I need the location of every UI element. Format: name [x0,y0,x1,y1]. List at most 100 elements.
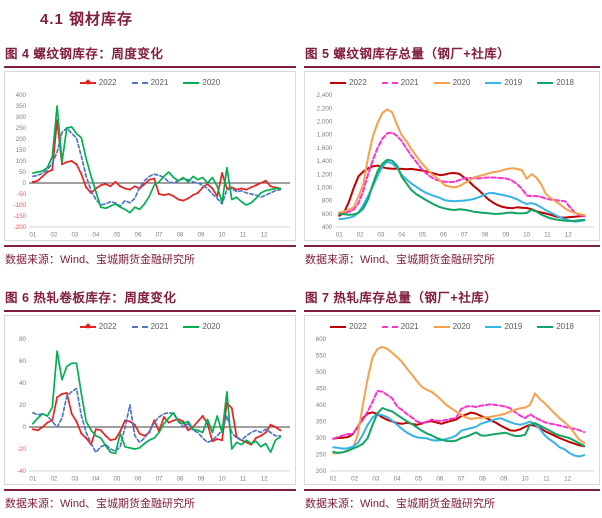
legend-2021-line-swatch [131,81,148,84]
legend-2022-line-swatch [79,78,96,85]
figure-4-source-rule [4,245,296,247]
legend-item-2020: 2020 [183,321,221,331]
legend-item-2018: 2018 [537,321,574,331]
svg-text:03: 03 [377,232,385,239]
legend-item-2019: 2019 [485,321,523,331]
legend-2022-line-swatch [79,322,96,329]
svg-text:09: 09 [502,232,510,239]
svg-text:08: 08 [482,232,490,239]
legend-2020-line-swatch [433,325,450,328]
svg-text:04: 04 [394,476,402,483]
svg-text:600: 600 [316,336,327,343]
svg-text:80: 80 [19,336,26,343]
svg-text:100: 100 [16,158,27,165]
svg-text:03: 03 [71,232,78,239]
svg-text:07: 07 [156,232,163,239]
legend-2022-label: 2022 [98,77,117,87]
svg-text:01: 01 [29,232,36,239]
svg-text:03: 03 [71,476,78,483]
section-title: 4.1 钢材库存 [40,11,134,28]
figure-5-title-rule [304,66,600,68]
legend-2021-label: 2021 [400,321,419,331]
figure-5-source: 数据来源：Wind、宝城期货金融研究所 [305,254,496,266]
legend-2018-line-swatch [537,325,554,328]
svg-text:07: 07 [458,476,466,483]
svg-text:40: 40 [19,380,26,387]
svg-text:1,600: 1,600 [317,145,333,152]
figure-6-title: 图 6 热轧卷板库存：周度变化 [5,291,177,305]
figure-4-block: 图 4 螺纹钢库存：周度变化 2022 2021 2020 400 350 300 250… [4,43,296,267]
figure-5-legend: 2022 2021 2020 2019 2018 [305,75,599,90]
figure-4-legend: 2022 2021 2020 [5,75,295,90]
svg-text:1,400: 1,400 [317,158,333,165]
figure-7-source: 数据来源：Wind、宝城期货金融研究所 [305,498,496,510]
legend-2020-line-swatch [183,81,200,84]
figure-6-legend: 2022 2021 2020 [5,319,295,334]
legend-item-2022: 2022 [79,77,117,87]
svg-text:150: 150 [16,147,27,154]
svg-text:04: 04 [93,476,100,483]
svg-text:400: 400 [316,402,327,409]
legend-2022-line-swatch [330,325,346,328]
figure-4-chart-area: 2022 2021 2020 400 350 300 250 200 150 100 50 0 -50… [4,71,296,241]
svg-text:0: 0 [23,424,27,431]
svg-text:02: 02 [357,232,365,239]
svg-text:10: 10 [219,476,226,483]
svg-text:1,800: 1,800 [317,132,333,139]
svg-text:06: 06 [440,232,448,239]
figure-7-title-rule [304,310,600,312]
svg-text:200: 200 [16,136,27,143]
legend-2020-line-swatch [433,81,450,84]
svg-text:50: 50 [19,169,26,176]
svg-text:1,200: 1,200 [317,171,333,178]
svg-text:05: 05 [114,476,121,483]
svg-text:08: 08 [479,476,487,483]
legend-2021-line-swatch [381,81,398,84]
svg-text:2,400: 2,400 [317,92,333,99]
legend-item-2022: 2022 [79,322,117,331]
figure-7-title: 图 7 热轧库存总量（钢厂+社库） [305,291,498,305]
svg-text:-200: -200 [14,224,27,231]
svg-text:250: 250 [316,452,327,459]
legend-2022-marker [84,322,91,329]
svg-text:0: 0 [23,180,27,187]
svg-text:200: 200 [316,468,327,475]
legend-2018-line-swatch [537,81,554,84]
figure-7-block: 图 7 热轧库存总量（钢厂+社库） 2022 2021 2020 2019 2018 6… [304,287,600,511]
legend-2021-label: 2021 [150,321,169,331]
legend-2018-label: 2018 [556,321,574,331]
legend-2021-label: 2021 [400,77,419,87]
svg-text:11: 11 [544,232,551,239]
svg-text:2,200: 2,200 [317,105,333,112]
svg-text:550: 550 [316,353,327,360]
legend-2019-label: 2019 [504,321,523,331]
legend-2020-label: 2020 [202,321,221,331]
legend-2020-line-swatch [183,325,200,328]
svg-text:-50: -50 [17,191,27,198]
svg-text:12: 12 [564,476,572,483]
legend-2019-line-swatch [485,325,502,328]
svg-text:-40: -40 [17,468,27,475]
legend-2020-label: 2020 [452,77,471,87]
svg-text:1,000: 1,000 [317,185,333,192]
figure-7-chart-area: 2022 2021 2020 2019 2018 600 550 500 450 400 350 3… [304,315,600,485]
svg-text:06: 06 [135,476,142,483]
legend-2021-line-swatch [381,325,398,328]
legend-2022-marker [84,78,91,85]
figure-4-source: 数据来源：Wind、宝城期货金融研究所 [5,254,196,266]
svg-text:12: 12 [261,476,268,483]
figure-6-source: 数据来源：Wind、宝城期货金融研究所 [5,498,196,510]
svg-text:12: 12 [261,232,268,239]
svg-text:08: 08 [177,232,184,239]
legend-2020-label: 2020 [202,77,221,87]
svg-text:02: 02 [50,476,57,483]
svg-text:600: 600 [322,211,333,218]
svg-text:02: 02 [351,476,359,483]
svg-text:01: 01 [29,476,36,483]
svg-text:05: 05 [419,232,427,239]
svg-text:11: 11 [240,232,247,239]
legend-item-2020: 2020 [433,77,471,87]
svg-text:800: 800 [322,198,333,205]
